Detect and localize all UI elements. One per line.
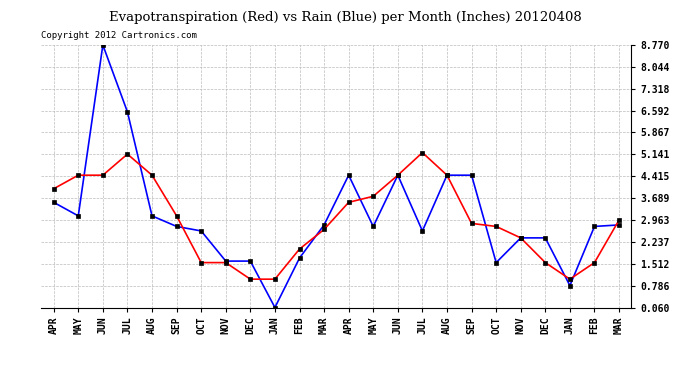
Text: Copyright 2012 Cartronics.com: Copyright 2012 Cartronics.com <box>41 31 197 40</box>
Text: Evapotranspiration (Red) vs Rain (Blue) per Month (Inches) 20120408: Evapotranspiration (Red) vs Rain (Blue) … <box>108 11 582 24</box>
